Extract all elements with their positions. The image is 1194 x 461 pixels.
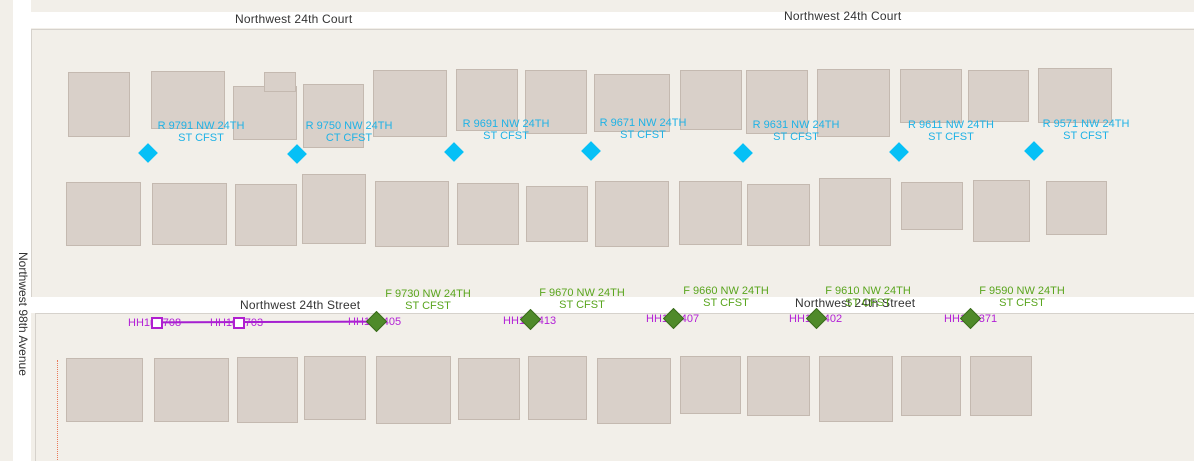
building xyxy=(526,186,588,242)
handhole-marker[interactable] xyxy=(151,317,163,329)
feed-label: F 9610 NW 24TH ST CFST xyxy=(825,285,911,309)
building xyxy=(595,181,669,247)
road-nw-24th-street xyxy=(14,297,1194,313)
building xyxy=(66,182,141,246)
street-label-street-left: Northwest 24th Street xyxy=(240,298,361,312)
building xyxy=(901,356,961,416)
residential-label: R 9791 NW 24TH ST CFST xyxy=(157,120,245,144)
building xyxy=(304,356,366,420)
handhole-marker[interactable] xyxy=(233,317,245,329)
building xyxy=(680,70,742,130)
building xyxy=(679,181,742,245)
building xyxy=(1046,181,1107,235)
parcel-boundary xyxy=(57,360,58,460)
building xyxy=(901,182,963,230)
building xyxy=(970,356,1032,416)
building xyxy=(373,70,447,137)
building xyxy=(302,174,366,244)
building xyxy=(235,184,297,246)
building xyxy=(968,70,1029,122)
building xyxy=(594,74,670,132)
building xyxy=(973,180,1030,242)
residential-label: R 9671 NW 24TH ST CFST xyxy=(599,117,687,141)
residential-label: R 9631 NW 24TH ST CFST xyxy=(752,119,840,143)
building xyxy=(819,356,893,422)
residential-label: R 9750 NW 24TH CT CFST xyxy=(305,120,393,144)
building xyxy=(152,183,227,245)
building xyxy=(456,69,518,131)
residential-label: R 9611 NW 24TH ST CFST xyxy=(908,119,994,143)
building xyxy=(303,84,364,148)
building xyxy=(747,356,810,416)
street-label-street-right: Northwest 24th Street xyxy=(795,296,916,310)
feed-label: F 9660 NW 24TH ST CFST xyxy=(683,285,769,309)
building xyxy=(376,356,451,424)
road-nw-98th-avenue xyxy=(13,0,31,461)
building xyxy=(457,183,519,245)
building xyxy=(900,69,962,123)
street-label-avenue: Northwest 98th Avenue xyxy=(16,252,30,376)
building xyxy=(528,356,587,420)
street-label-court-right: Northwest 24th Court xyxy=(784,9,902,23)
building xyxy=(66,358,143,422)
building xyxy=(597,358,671,424)
building xyxy=(817,69,890,137)
feed-label: F 9590 NW 24TH ST CFST xyxy=(979,285,1065,309)
feed-label: F 9670 NW 24TH ST CFST xyxy=(539,287,625,311)
road-nw-24th-court xyxy=(14,12,1194,28)
building xyxy=(747,184,810,246)
building xyxy=(151,71,225,129)
building xyxy=(680,356,741,414)
building xyxy=(233,86,297,140)
building xyxy=(264,72,296,92)
feed-label: F 9730 NW 24TH ST CFST xyxy=(385,288,471,312)
building xyxy=(525,70,587,134)
building xyxy=(375,181,449,247)
residential-label: R 9691 NW 24TH ST CFST xyxy=(462,118,550,142)
building xyxy=(458,358,520,420)
street-label-court-left: Northwest 24th Court xyxy=(235,12,353,26)
building xyxy=(154,358,229,422)
building xyxy=(237,357,298,423)
building xyxy=(68,72,130,137)
residential-label: R 9571 NW 24TH ST CFST xyxy=(1042,118,1130,142)
building xyxy=(1038,68,1112,123)
building xyxy=(819,178,891,246)
building xyxy=(746,70,808,134)
